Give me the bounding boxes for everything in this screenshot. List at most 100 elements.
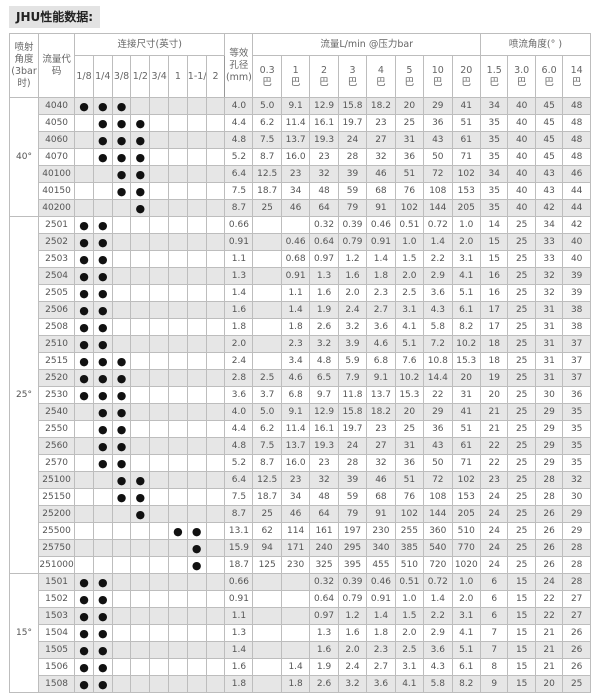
flow-value: 7.9 bbox=[337, 369, 368, 387]
size-cell-1/4: ● bbox=[92, 624, 113, 642]
spray-angle-value: 29 bbox=[534, 437, 564, 455]
header-size-2: 3/8 bbox=[111, 55, 132, 98]
flow-value: 7.2 bbox=[423, 335, 453, 353]
flow-value: 18.7 bbox=[252, 488, 282, 506]
flow-value: 61 bbox=[451, 437, 482, 455]
flow-value: 6.8 bbox=[280, 386, 311, 404]
spray-angle-value: 31 bbox=[534, 301, 564, 319]
flow-value: 29 bbox=[423, 97, 453, 115]
pressure-value: 20 bbox=[460, 64, 473, 76]
flow-value: 71 bbox=[451, 454, 482, 472]
header-flow-code: 流量代码 bbox=[38, 33, 76, 98]
size-cell-1/4: ● bbox=[92, 131, 113, 149]
spray-angle-value: 28 bbox=[534, 471, 564, 489]
flow-value bbox=[280, 641, 311, 659]
availability-dot-icon: ● bbox=[97, 303, 108, 317]
size-cell-1-1/4 bbox=[186, 386, 207, 404]
size-cell-2 bbox=[205, 369, 226, 387]
availability-dot-icon: ● bbox=[79, 643, 89, 657]
flow-value: 31 bbox=[451, 386, 482, 404]
spray-angle-value: 16 bbox=[480, 267, 509, 285]
size-cell-1/2 bbox=[130, 97, 151, 115]
orifice-diameter: 7.5 bbox=[224, 488, 254, 506]
table-row: 4050 ● ● ● 4.4 6.2 11.4 16.1 19.7 23 25 36 51 35 40 45 4… bbox=[10, 114, 591, 132]
table-row: 25100 ● ● 6.4 12.5 23 32 39 46 51 72 102 23 25 28 32 bbox=[10, 471, 591, 489]
flow-code: 2503 bbox=[38, 250, 76, 268]
size-cell-1 bbox=[168, 675, 188, 693]
spray-angle-value: 40 bbox=[562, 250, 591, 268]
size-cell-1/8: ● bbox=[74, 386, 94, 404]
flow-value: 15.8 bbox=[337, 97, 368, 115]
flow-value: 0.91 bbox=[280, 267, 311, 285]
table-row: 2508 ● ● 1.8 1.8 2.6 3.2 3.6 4.1 5.8 8.2 17 25 31 38 bbox=[10, 318, 591, 336]
flow-value: 255 bbox=[394, 522, 425, 540]
table-row: 2560 ● ● 4.8 7.5 13.7 19.3 24 27 31 43 61 22 25 29 35 bbox=[10, 437, 591, 455]
availability-dot-icon: ● bbox=[97, 388, 108, 402]
availability-dot-icon: ● bbox=[97, 133, 108, 147]
availability-dot-icon: ● bbox=[97, 456, 108, 470]
size-cell-1/2 bbox=[130, 233, 151, 251]
spray-angle-value: 46 bbox=[562, 165, 591, 183]
spray-angle-value: 44 bbox=[562, 182, 591, 200]
orifice-diameter: 1.1 bbox=[224, 250, 254, 268]
flow-value: 3.6 bbox=[423, 284, 453, 302]
flow-value: 1.1 bbox=[280, 284, 311, 302]
spray-angle-value: 37 bbox=[562, 352, 591, 370]
availability-dot-icon: ● bbox=[97, 99, 108, 113]
availability-dot-icon: ● bbox=[97, 286, 108, 300]
spray-angle-value: 32 bbox=[534, 284, 564, 302]
spray-angle-value: 15 bbox=[507, 675, 536, 693]
size-cell-3/4 bbox=[149, 573, 170, 591]
flow-value: 2.9 bbox=[423, 624, 453, 642]
flow-value: 28 bbox=[337, 454, 368, 472]
availability-dot-icon: ● bbox=[79, 218, 89, 232]
size-cell-3/8 bbox=[111, 216, 132, 234]
size-cell-1 bbox=[168, 233, 188, 251]
spray-angle-value: 40 bbox=[562, 233, 591, 251]
flow-value: 18.2 bbox=[366, 97, 396, 115]
flow-value bbox=[252, 607, 282, 625]
spray-angle-value: 48 bbox=[562, 114, 591, 132]
size-cell-1/4: ● bbox=[92, 216, 113, 234]
size-cell-2 bbox=[205, 97, 226, 115]
size-cell-1/8 bbox=[74, 437, 94, 455]
size-cell-2 bbox=[205, 216, 226, 234]
flow-value: 1.6 bbox=[309, 284, 339, 302]
size-cell-1/4: ● bbox=[92, 369, 113, 387]
flow-value: 2.5 bbox=[394, 641, 425, 659]
size-cell-1/8: ● bbox=[74, 641, 94, 659]
size-cell-1/2 bbox=[130, 522, 151, 540]
flow-value: 0.97 bbox=[309, 607, 339, 625]
flow-code: 40200 bbox=[38, 199, 76, 217]
size-cell-3/8: ● bbox=[111, 352, 132, 370]
orifice-diameter: 15.9 bbox=[224, 539, 254, 557]
size-cell-1/4: ● bbox=[92, 284, 113, 302]
flow-value: 3.7 bbox=[252, 386, 282, 404]
flow-value: 770 bbox=[451, 539, 482, 557]
flow-value: 46 bbox=[366, 471, 396, 489]
flow-value: 1.3 bbox=[309, 624, 339, 642]
flow-code: 40150 bbox=[38, 182, 76, 200]
header-flow: 流量L/min @压力bar bbox=[252, 33, 482, 56]
spray-angle-value: 45 bbox=[534, 131, 564, 149]
spray-angle-value: 6 bbox=[480, 573, 509, 591]
flow-value: 64 bbox=[309, 505, 339, 523]
flow-value: 51 bbox=[394, 471, 425, 489]
flow-value: 10.2 bbox=[451, 335, 482, 353]
flow-code: 25750 bbox=[38, 539, 76, 557]
availability-dot-icon: ● bbox=[116, 354, 127, 368]
flow-value: 2.2 bbox=[423, 607, 453, 625]
size-cell-1 bbox=[168, 216, 188, 234]
orifice-diameter: 13.1 bbox=[224, 522, 254, 540]
flow-code: 2506 bbox=[38, 301, 76, 319]
size-cell-1/4 bbox=[92, 505, 113, 523]
spray-angle-value: 25 bbox=[507, 352, 536, 370]
flow-value: 25 bbox=[252, 199, 282, 217]
spray-angle-value: 36 bbox=[562, 386, 591, 404]
size-cell-1 bbox=[168, 97, 188, 115]
flow-value: 0.91 bbox=[366, 233, 396, 251]
availability-dot-icon: ● bbox=[116, 99, 127, 113]
size-cell-2 bbox=[205, 471, 226, 489]
availability-dot-icon: ● bbox=[116, 405, 127, 419]
